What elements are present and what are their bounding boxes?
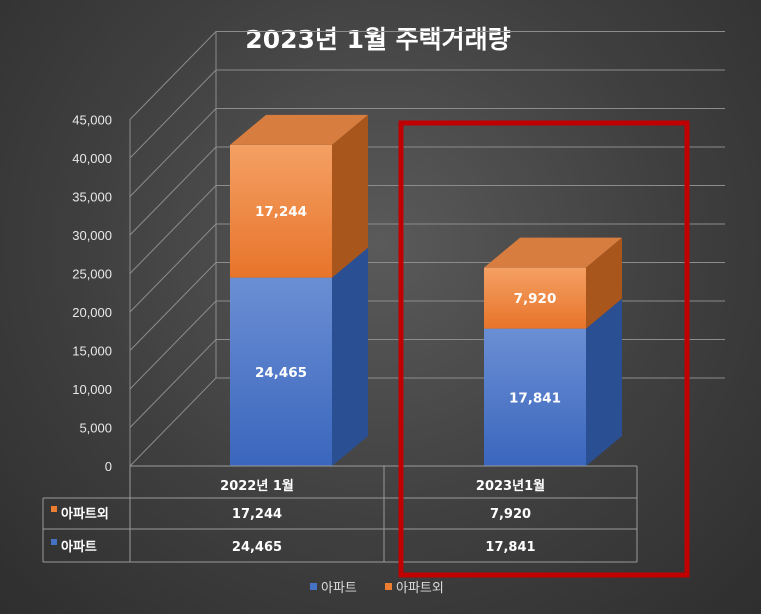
gridline — [129, 339, 725, 428]
y-tick-label: 35,000 — [72, 190, 112, 205]
table-cell: 17,841 — [485, 540, 535, 555]
legend: 아파트 아파트외 — [310, 581, 444, 596]
y-axis: 0 5,000 10,000 15,000 20,000 25,000 30,000 35,0… — [72, 113, 112, 475]
legend-label-non-apartment: 아파트외 — [396, 581, 444, 596]
gridline — [129, 146, 725, 236]
gridline — [129, 377, 725, 467]
legend-swatch-apartment — [310, 583, 317, 590]
table-cell: 17,244 — [232, 507, 282, 522]
category-label: 2022년 1월 — [220, 478, 294, 494]
y-tick-label: 45,000 — [72, 113, 112, 128]
table-cell: 24,465 — [232, 540, 282, 555]
bar-segment-side — [586, 237, 622, 329]
row-header: 아파트외 — [61, 506, 109, 522]
y-tick-label: 0 — [105, 459, 112, 474]
y-tick-label: 5,000 — [79, 421, 112, 436]
gridlines — [129, 31, 725, 467]
bar-segment-side — [332, 114, 368, 278]
gridline — [129, 185, 725, 274]
data-label: 17,841 — [509, 390, 561, 406]
bar-top-face — [484, 237, 622, 268]
y-tick-label: 10,000 — [72, 382, 112, 397]
y-tick-label: 40,000 — [72, 151, 112, 166]
gridline — [129, 69, 725, 159]
table-cell: 7,920 — [490, 507, 531, 522]
data-label: 17,244 — [255, 204, 307, 220]
gridline — [129, 300, 725, 390]
legend-swatch-non-apartment — [385, 583, 392, 590]
bars: 24,465 17,244 17,841 7,920 — [230, 114, 622, 466]
y-tick-label: 15,000 — [72, 344, 112, 359]
bar-segment-front — [484, 328, 586, 466]
category-label: 2023년1월 — [476, 478, 545, 494]
data-label: 24,465 — [255, 365, 307, 381]
bar-segment-side — [332, 247, 368, 466]
highlight-box — [398, 120, 690, 578]
row-header: 아파트 — [61, 539, 97, 555]
bar-segment-front — [230, 144, 332, 278]
bar-segment-front — [484, 267, 586, 329]
bar-top-face — [230, 114, 368, 145]
gridline — [129, 262, 725, 351]
bar-segment-front — [230, 277, 332, 466]
gridline — [129, 223, 725, 313]
chart-title: 2023년 1월 주택거래량 — [245, 25, 510, 54]
row-legend-key — [51, 539, 57, 545]
data-label: 7,920 — [514, 291, 557, 307]
legend-label-apartment: 아파트 — [321, 581, 357, 596]
bar-segment-side — [586, 298, 622, 466]
y-tick-label: 30,000 — [72, 228, 112, 243]
y-tick-label: 25,000 — [72, 267, 112, 282]
y-tick-label: 20,000 — [72, 305, 112, 320]
row-legend-key — [51, 506, 57, 512]
